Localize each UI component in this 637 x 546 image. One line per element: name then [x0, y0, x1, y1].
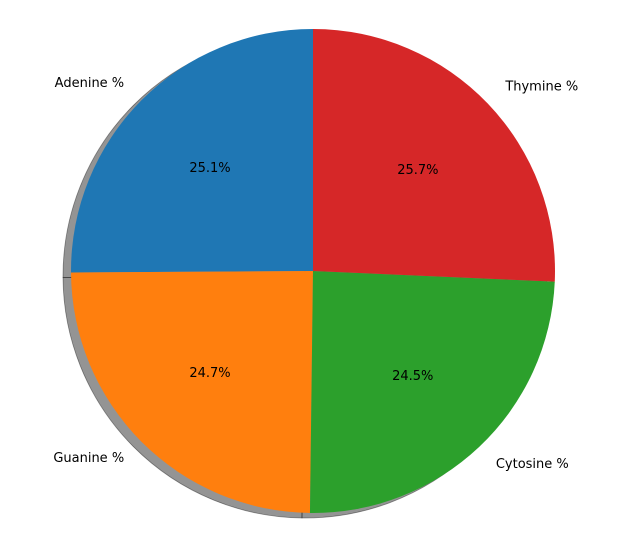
pie-slice-adenine: [70, 29, 313, 273]
pct-label-thymine: 25.7%: [397, 163, 438, 178]
pie-slice-guanine: [71, 271, 313, 513]
slice-label-guanine: Guanine %: [53, 451, 124, 466]
pie-labels: 25.1% Adenine % 24.7% Guanine % 24.5% Cytosin…: [53, 76, 578, 472]
pie-slices: [70, 29, 555, 513]
pie-slice-cytosine: [309, 271, 555, 513]
pct-label-adenine: 25.1%: [189, 161, 230, 176]
slice-label-thymine: Thymine %: [504, 79, 578, 94]
slice-label-cytosine: Cytosine %: [496, 457, 569, 472]
pct-label-cytosine: 24.5%: [392, 369, 433, 384]
pie-slice-thymine: [313, 29, 555, 282]
pct-label-guanine: 24.7%: [189, 366, 230, 381]
slice-label-adenine: Adenine %: [55, 76, 125, 91]
